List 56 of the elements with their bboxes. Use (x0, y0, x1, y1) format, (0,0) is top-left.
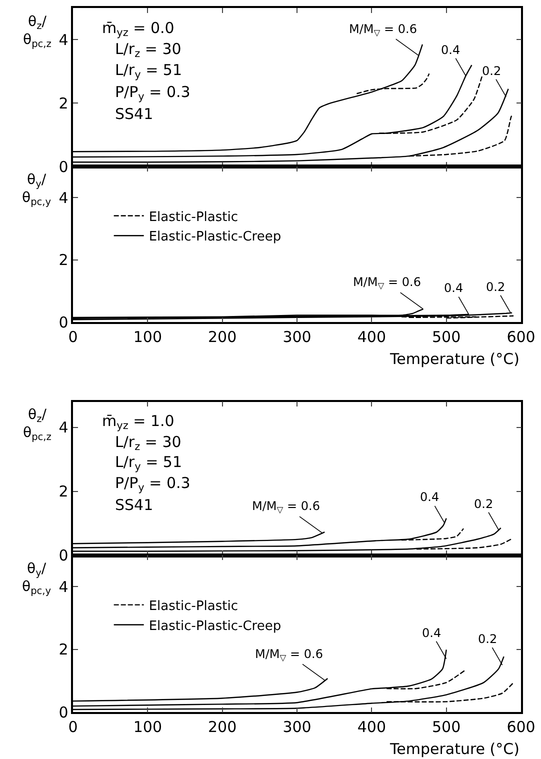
annotation: 0.4 (422, 626, 442, 640)
x-axis-title: Temperature (°C) (389, 350, 520, 368)
x-tick-label: 400 (357, 718, 386, 736)
x-tick-label: 600 (506, 328, 536, 346)
annotation: m̄$_{yz}$ = 0.0 (102, 19, 174, 40)
x-tick-label: 500 (432, 718, 461, 736)
x-tick-label: 600 (506, 718, 536, 736)
x-tick-label: 500 (432, 328, 461, 346)
x-tick-label: 100 (133, 718, 162, 736)
y-axis-title: θ$_{z}$/θ$_{pc,z}$ (23, 14, 52, 50)
legend-label: Elastic-Plastic (148, 210, 238, 225)
annotation: L/r$_{z}$ = 30 (115, 40, 182, 60)
y-tick-label: 2 (58, 482, 68, 501)
annotation: 0.4 (420, 490, 440, 504)
x-tick-label: 100 (133, 328, 162, 346)
annotation: 0.2 (478, 632, 498, 646)
annotation: SS41 (115, 105, 154, 123)
annotation: 0.2 (474, 497, 494, 511)
y-tick-label: 0 (58, 313, 68, 332)
legend-label: Elastic-Plastic (148, 598, 238, 614)
x-tick-label: 200 (208, 328, 237, 346)
annotation: M/M$_{▽}$ = 0.6 (252, 499, 320, 515)
y-axis-title: θ$_{z}$/θ$_{pc,z}$ (23, 407, 52, 444)
annotation: M/M$_{▽}$ = 0.6 (255, 647, 323, 663)
legend-label: Elastic-Plastic-Creep (148, 230, 282, 245)
annotation: 0.2 (482, 64, 502, 78)
y-axis-title: θ$_{y}$/θ$_{pc,y}$ (22, 561, 52, 598)
annotation: L/r$_{y}$ = 51 (115, 453, 182, 474)
y-tick-label: 0 (58, 703, 68, 722)
annotation: M/M$_{▽}$ = 0.6 (353, 275, 421, 291)
y-tick-label: 4 (58, 30, 68, 49)
x-tick-label: 200 (208, 718, 237, 736)
annotation: 0.4 (441, 43, 460, 57)
y-tick-label: 4 (58, 578, 68, 596)
legend-label: Elastic-Plastic-Creep (148, 618, 282, 634)
y-axis-title: θ$_{y}$/θ$_{pc,y}$ (22, 172, 52, 208)
annotation: SS41 (115, 496, 154, 514)
y-tick-label: 2 (58, 640, 68, 659)
annotation: 0.2 (486, 280, 506, 294)
annotation: P/P$_{y}$ = 0.3 (115, 474, 190, 494)
y-tick-label: 0 (58, 158, 68, 176)
annotation: M/M$_{▽}$ = 0.6 (349, 22, 417, 38)
x-axis-title: Temperature (°C) (389, 740, 520, 758)
x-tick-label: 300 (282, 718, 312, 736)
y-tick-label: 0 (58, 546, 68, 565)
annotation: m̄$_{yz}$ = 1.0 (102, 412, 174, 432)
y-tick-label: 4 (58, 188, 68, 207)
y-tick-label: 2 (58, 94, 68, 112)
annotation: L/r$_{z}$ = 30 (115, 433, 182, 454)
annotation: L/r$_{y}$ = 51 (115, 61, 182, 82)
x-tick-label: 400 (357, 328, 386, 346)
y-tick-label: 2 (58, 251, 68, 270)
x-tick-label: 300 (282, 328, 312, 346)
y-tick-label: 4 (58, 418, 68, 437)
annotation: P/P$_{y}$ = 0.3 (115, 83, 190, 104)
annotation: 0.4 (444, 281, 464, 295)
